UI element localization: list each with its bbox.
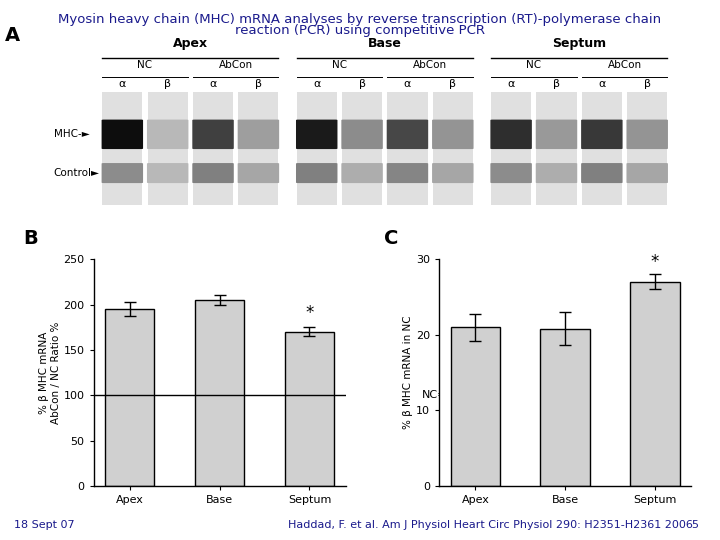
Text: α: α bbox=[508, 78, 515, 89]
Text: α: α bbox=[119, 78, 126, 89]
Bar bbox=[491, 92, 531, 205]
FancyBboxPatch shape bbox=[387, 163, 428, 183]
Text: α: α bbox=[598, 78, 606, 89]
FancyBboxPatch shape bbox=[490, 119, 532, 149]
Text: Septum: Septum bbox=[552, 37, 606, 50]
Text: *: * bbox=[305, 304, 314, 322]
Text: Apex: Apex bbox=[173, 37, 208, 50]
Text: α: α bbox=[210, 78, 217, 89]
Bar bbox=[284, 332, 334, 486]
FancyBboxPatch shape bbox=[296, 119, 338, 149]
Text: 18 Sept 07: 18 Sept 07 bbox=[14, 520, 75, 530]
Text: Control►: Control► bbox=[54, 168, 99, 178]
Bar bbox=[148, 92, 188, 205]
FancyBboxPatch shape bbox=[341, 163, 383, 183]
Bar bbox=[195, 300, 244, 486]
Text: AbCon: AbCon bbox=[608, 60, 642, 70]
Bar bbox=[582, 92, 622, 205]
Bar bbox=[102, 92, 143, 205]
FancyBboxPatch shape bbox=[238, 163, 279, 183]
Text: β: β bbox=[164, 78, 171, 89]
Text: β: β bbox=[553, 78, 560, 89]
Y-axis label: % β MHC mRNA in NC: % β MHC mRNA in NC bbox=[403, 316, 413, 429]
Bar bbox=[433, 92, 473, 205]
FancyBboxPatch shape bbox=[536, 119, 577, 149]
Text: A: A bbox=[5, 25, 20, 44]
FancyBboxPatch shape bbox=[102, 163, 143, 183]
FancyBboxPatch shape bbox=[432, 163, 474, 183]
FancyBboxPatch shape bbox=[581, 163, 623, 183]
Text: β: β bbox=[255, 78, 262, 89]
FancyBboxPatch shape bbox=[147, 163, 189, 183]
FancyBboxPatch shape bbox=[192, 119, 234, 149]
Text: NC: NC bbox=[138, 60, 153, 70]
FancyBboxPatch shape bbox=[536, 163, 577, 183]
FancyBboxPatch shape bbox=[296, 163, 338, 183]
FancyBboxPatch shape bbox=[341, 119, 383, 149]
FancyBboxPatch shape bbox=[238, 119, 279, 149]
Bar bbox=[541, 329, 590, 486]
Text: Myosin heavy chain (MHC) mRNA analyses by reverse transcription (RT)-polymerase : Myosin heavy chain (MHC) mRNA analyses b… bbox=[58, 14, 662, 26]
Bar bbox=[627, 92, 667, 205]
FancyBboxPatch shape bbox=[432, 119, 474, 149]
FancyBboxPatch shape bbox=[102, 119, 143, 149]
Text: 5: 5 bbox=[691, 520, 698, 530]
Text: β: β bbox=[359, 78, 366, 89]
Bar bbox=[536, 92, 577, 205]
Text: *: * bbox=[651, 253, 660, 271]
FancyBboxPatch shape bbox=[147, 119, 189, 149]
FancyBboxPatch shape bbox=[387, 119, 428, 149]
Text: Haddad, F. et al. Am J Physiol Heart Circ Physiol 290: H2351-H2361 2006: Haddad, F. et al. Am J Physiol Heart Cir… bbox=[288, 520, 693, 530]
Bar bbox=[451, 327, 500, 486]
FancyBboxPatch shape bbox=[192, 163, 234, 183]
FancyBboxPatch shape bbox=[626, 119, 668, 149]
FancyBboxPatch shape bbox=[490, 163, 532, 183]
Text: C: C bbox=[384, 229, 398, 248]
FancyBboxPatch shape bbox=[626, 163, 668, 183]
Text: AbCon: AbCon bbox=[413, 60, 447, 70]
Bar bbox=[193, 92, 233, 205]
Text: NC: NC bbox=[332, 60, 347, 70]
Text: NC=100%: NC=100% bbox=[422, 390, 479, 400]
Text: β: β bbox=[449, 78, 456, 89]
Bar bbox=[297, 92, 337, 205]
Text: Base: Base bbox=[368, 37, 402, 50]
Text: reaction (PCR) using competitive PCR: reaction (PCR) using competitive PCR bbox=[235, 24, 485, 37]
Text: α: α bbox=[404, 78, 411, 89]
Text: MHC-►: MHC-► bbox=[54, 129, 89, 139]
Bar bbox=[387, 92, 428, 205]
Bar bbox=[105, 309, 155, 486]
Y-axis label: % β MHC mRNA
AbCon / NC Ratio %: % β MHC mRNA AbCon / NC Ratio % bbox=[39, 321, 60, 424]
Text: NC: NC bbox=[526, 60, 541, 70]
Bar bbox=[342, 92, 382, 205]
Text: AbCon: AbCon bbox=[219, 60, 253, 70]
Text: B: B bbox=[23, 229, 37, 248]
Text: α: α bbox=[313, 78, 320, 89]
FancyBboxPatch shape bbox=[581, 119, 623, 149]
Bar bbox=[630, 282, 680, 486]
Text: β: β bbox=[644, 78, 651, 89]
Bar bbox=[238, 92, 279, 205]
